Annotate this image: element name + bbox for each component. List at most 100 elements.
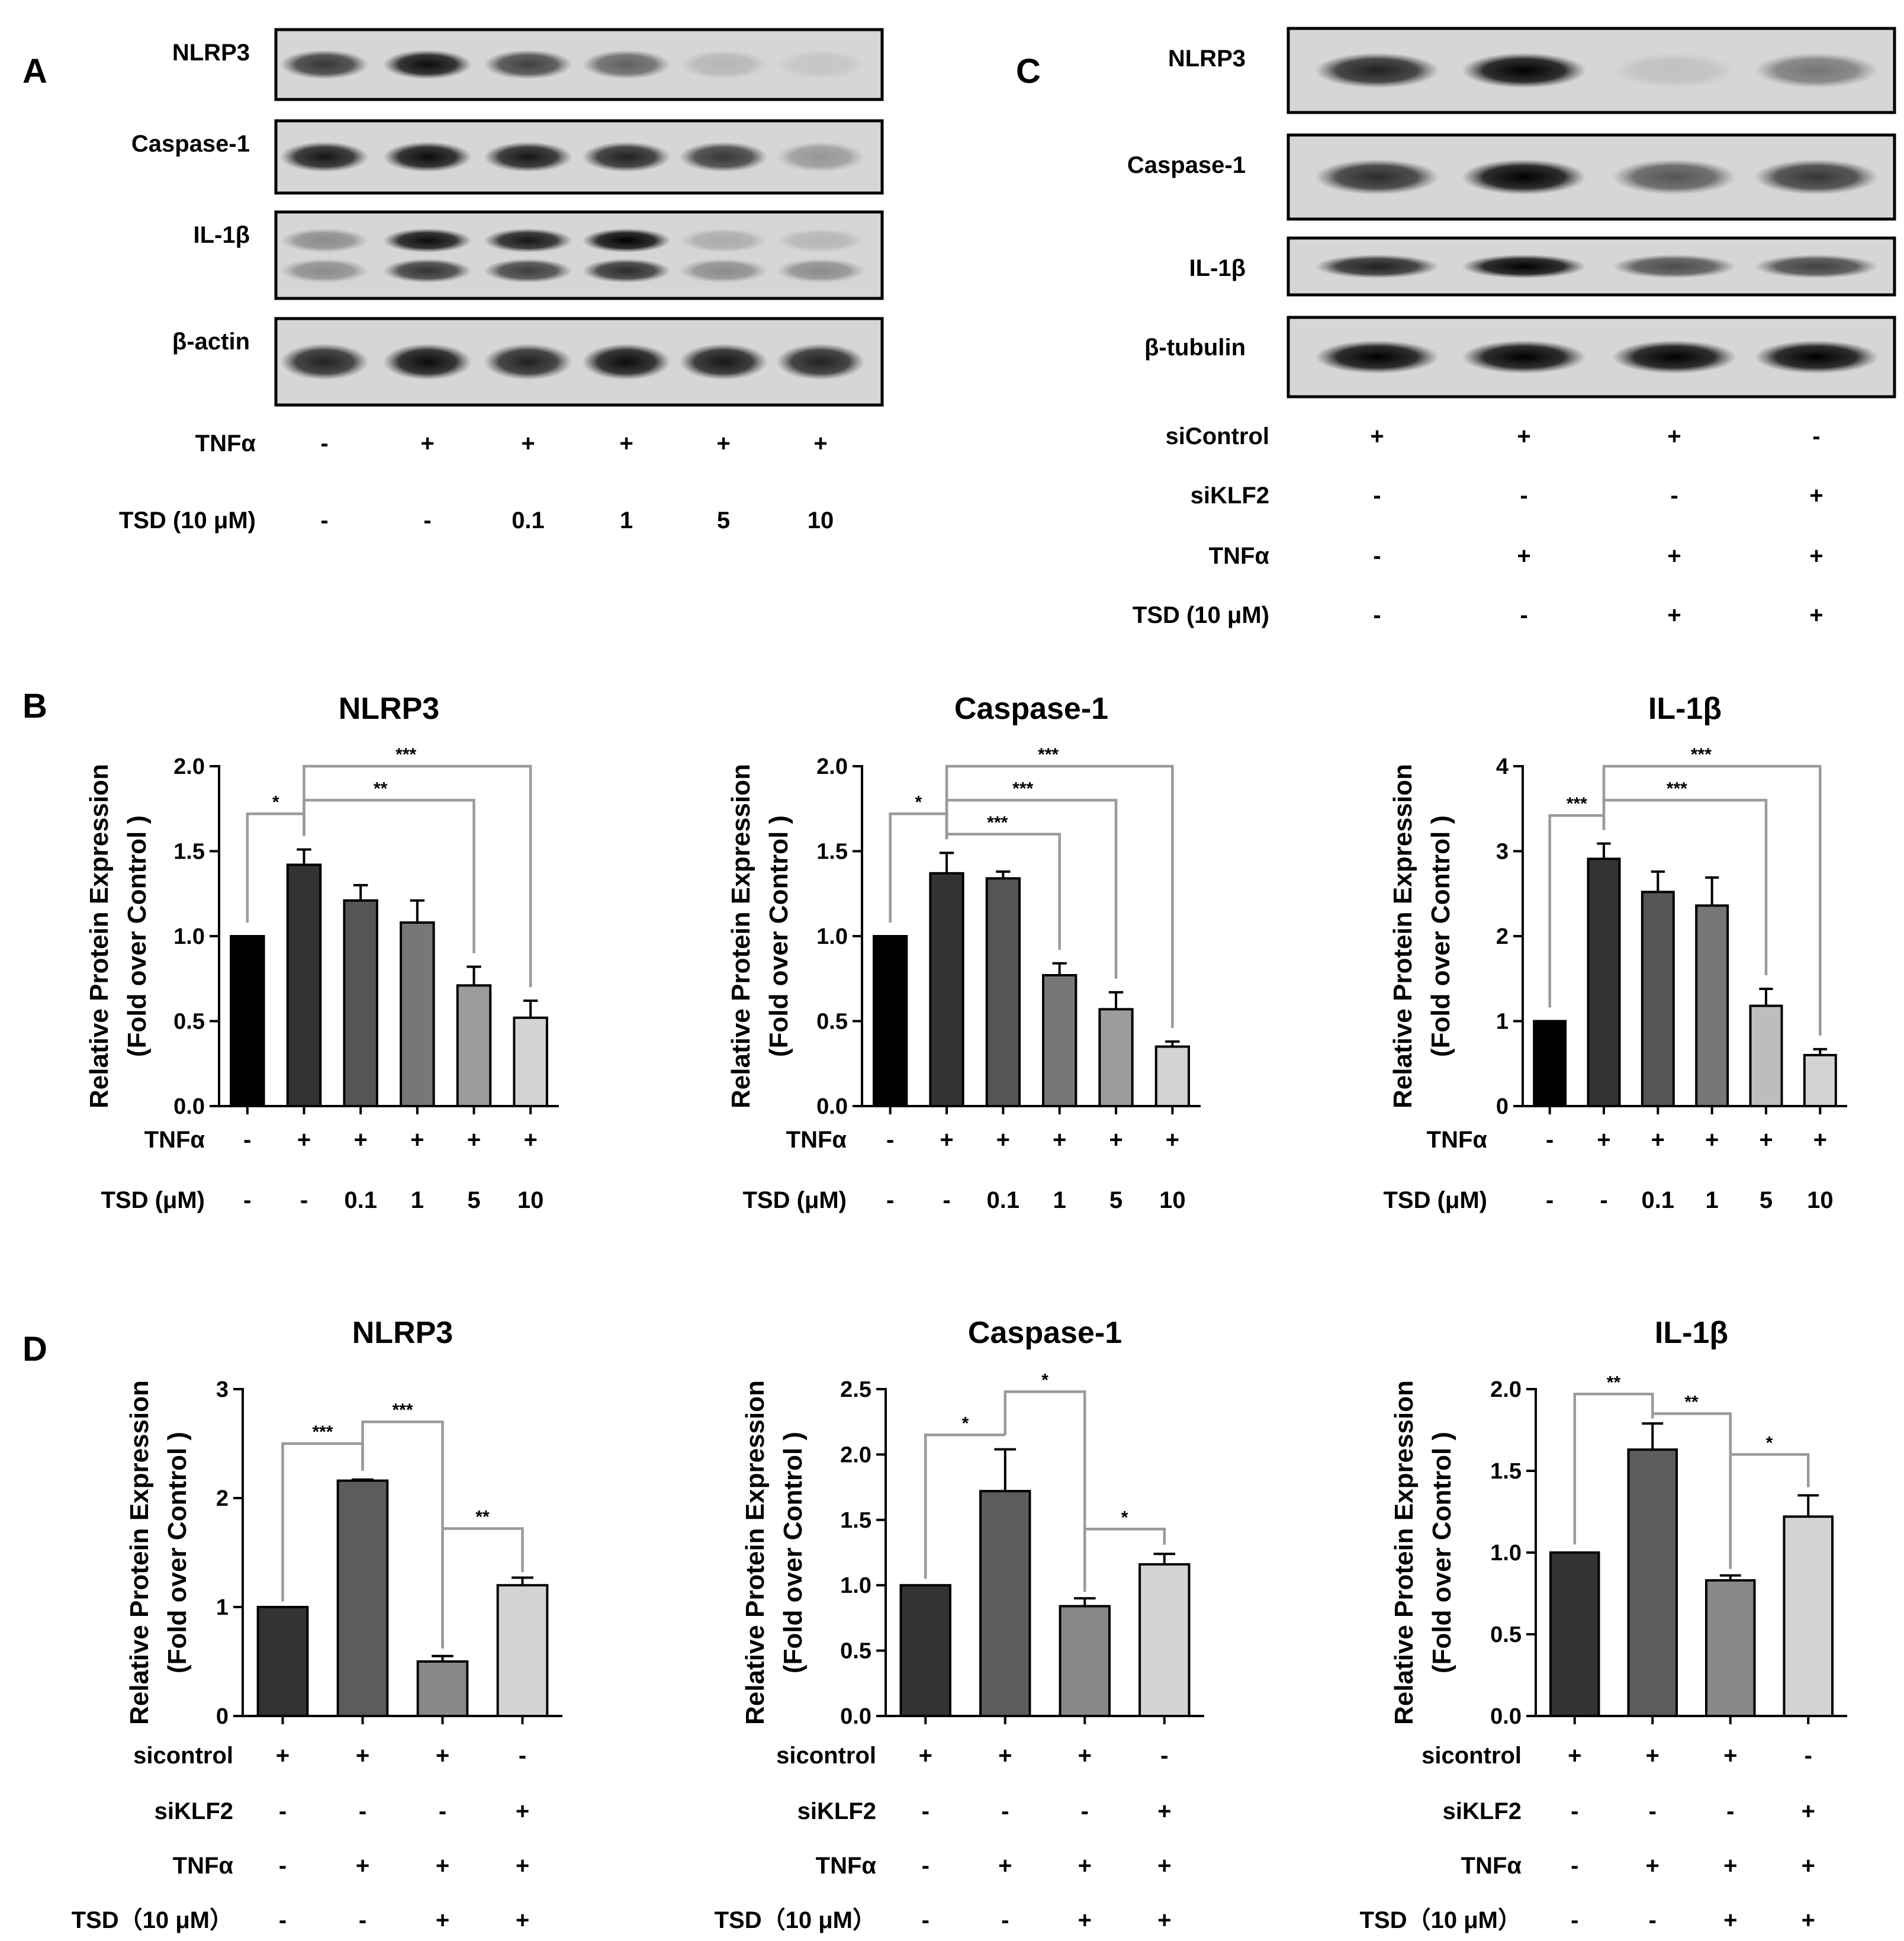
blot-band — [280, 343, 369, 380]
blot-band — [484, 228, 573, 253]
condition-value: + — [523, 1127, 537, 1153]
blot-band — [1754, 159, 1879, 195]
condition-value: - — [243, 1187, 251, 1213]
bar — [400, 921, 435, 1108]
bar — [286, 863, 322, 1107]
condition-value: - — [1812, 423, 1820, 449]
condition-value: - — [1571, 1853, 1578, 1879]
significance-label: *** — [1038, 745, 1059, 764]
panel-letter-a: A — [22, 52, 47, 91]
chart-title: NLRP3 — [352, 1316, 453, 1350]
condition-value: + — [1651, 1127, 1665, 1153]
significance-label: ** — [475, 1508, 490, 1527]
condition-value: 1 — [1053, 1187, 1066, 1213]
significance-label: *** — [1667, 779, 1687, 798]
chart-title: IL-1β — [1648, 692, 1722, 726]
blot-band — [776, 50, 865, 79]
significance-label: *** — [1012, 779, 1033, 798]
significance-label: *** — [395, 745, 416, 764]
bar — [230, 935, 265, 1107]
bar — [1641, 891, 1675, 1107]
condition-value: - — [1670, 483, 1678, 509]
condition-value: + — [813, 430, 827, 457]
blot-label-nlrp3: NLRP3 — [172, 40, 250, 66]
condition-value: - — [922, 1853, 930, 1879]
condition-value: - — [1571, 1798, 1578, 1824]
blot-band — [280, 258, 369, 283]
condition-value: - — [320, 507, 328, 534]
significance-label: *** — [987, 813, 1008, 833]
condition-value: + — [1078, 1853, 1092, 1879]
y-tick-label: 2 — [1496, 924, 1509, 949]
condition-value: - — [359, 1907, 366, 1933]
condition-value: - — [1081, 1798, 1089, 1824]
bar — [256, 1606, 309, 1717]
blot-band — [679, 258, 768, 283]
y-tick-label: 1.0 — [1490, 1541, 1522, 1566]
bar — [456, 984, 492, 1107]
condition-value: 1 — [1706, 1187, 1719, 1213]
blot-label-caspase-1: Caspase-1 — [1127, 152, 1246, 178]
condition-value: - — [439, 1798, 446, 1824]
significance-label: *** — [1691, 745, 1712, 764]
condition-value: 1 — [411, 1187, 424, 1213]
condition-value: + — [1568, 1743, 1581, 1769]
condition-label-tsd-m: TSD (μM) — [742, 1187, 847, 1213]
bar — [513, 1016, 548, 1108]
condition-value: + — [516, 1798, 529, 1824]
blot-band — [1462, 340, 1586, 374]
condition-value: + — [919, 1743, 932, 1769]
bar — [343, 899, 378, 1107]
condition-value: + — [276, 1743, 290, 1769]
y-tick-label: 1.5 — [816, 840, 848, 865]
blot-band — [280, 142, 369, 172]
condition-value: + — [1646, 1743, 1659, 1769]
condition-value: 5 — [717, 507, 730, 534]
condition-value: 5 — [1109, 1187, 1123, 1213]
y-tick-label: 4 — [1496, 754, 1509, 779]
condition-label-sicontrol: sicontrol — [1421, 1743, 1522, 1769]
significance-label: ** — [1607, 1373, 1621, 1392]
condition-value: + — [1802, 1853, 1815, 1879]
blot-band — [582, 258, 671, 283]
condition-label-siklf2: siKLF2 — [155, 1798, 233, 1824]
significance-label: ** — [1684, 1392, 1699, 1412]
significance-label: ** — [374, 779, 388, 798]
blot-band — [1315, 53, 1439, 88]
western-blot-c: NLRP3 Caspase-1 IL-1β β-tubulin siControl + + +… — [1127, 27, 1896, 628]
condition-value: + — [1157, 1798, 1171, 1824]
blot-label-actin: β-actin — [172, 329, 250, 355]
condition-label-tnf: TNFα — [144, 1127, 205, 1153]
blot-band — [582, 343, 671, 380]
y-axis-label-line2: (Fold over Control ) — [163, 1432, 192, 1673]
condition-value: + — [1667, 602, 1681, 628]
significance-label: * — [1041, 1370, 1049, 1390]
blot-label-tubulin: β-tubulin — [1144, 335, 1246, 361]
bar — [1783, 1515, 1834, 1718]
condition-value: + — [1157, 1853, 1171, 1879]
significance-label: * — [1766, 1433, 1773, 1452]
condition-value: + — [1809, 543, 1823, 569]
y-tick-label: 0.5 — [173, 1010, 205, 1034]
condition-value: - — [1805, 1743, 1812, 1769]
bar — [336, 1479, 389, 1718]
chart-title: IL-1β — [1655, 1316, 1728, 1350]
blot-band — [582, 142, 671, 172]
condition-value: + — [1667, 543, 1681, 569]
condition-label-tsd-m: TSD (μM) — [1383, 1187, 1487, 1213]
condition-label-tnf: TNFα — [786, 1127, 847, 1153]
bar — [1059, 1605, 1111, 1718]
bar — [1695, 904, 1729, 1107]
y-axis-label: Relative Protein Expression — [85, 764, 114, 1108]
y-tick-label: 1.0 — [840, 1573, 871, 1598]
condition-value: + — [1705, 1127, 1719, 1153]
condition-value: + — [521, 430, 535, 457]
bar — [1549, 1551, 1600, 1717]
bar — [496, 1584, 549, 1717]
condition-value: + — [1517, 543, 1530, 569]
condition-value: - — [1546, 1187, 1554, 1213]
y-tick-label: 0.0 — [840, 1704, 871, 1729]
condition-label-tsd-10-m: TSD (10 μM) — [1133, 602, 1269, 628]
condition-value: + — [1517, 423, 1530, 449]
condition-value: 0.1 — [344, 1187, 377, 1213]
